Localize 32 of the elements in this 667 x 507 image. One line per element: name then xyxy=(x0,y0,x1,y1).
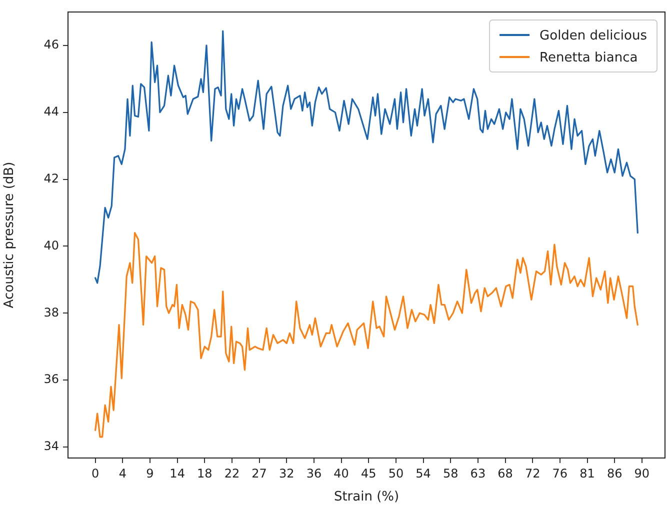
x-tick-label: 81 xyxy=(580,466,595,480)
x-tick-label: 54 xyxy=(416,466,431,480)
x-tick-label: 18 xyxy=(197,466,212,480)
y-axis-title: Acoustic pressure (dB) xyxy=(2,162,18,308)
x-tick-label: 0 xyxy=(92,466,100,480)
y-tick-label: 40 xyxy=(44,238,59,252)
x-tick-label: 27 xyxy=(252,466,267,480)
y-tick-label: 36 xyxy=(44,372,59,386)
x-tick-label: 9 xyxy=(146,466,154,480)
x-axis-title: Strain (%) xyxy=(334,490,400,505)
x-tick-label: 45 xyxy=(360,466,376,480)
x-tick-label: 40 xyxy=(334,466,349,480)
legend-label: Renetta bianca xyxy=(540,50,638,66)
x-tick-label: 86 xyxy=(606,466,622,480)
x-tick-label: 32 xyxy=(278,466,294,480)
y-tick-label: 44 xyxy=(44,104,59,118)
x-tick-label: 72 xyxy=(524,466,540,480)
x-tick-label: 50 xyxy=(388,466,404,480)
x-tick-label: 58 xyxy=(442,466,458,480)
x-tick-label: 76 xyxy=(552,466,568,480)
y-tick-label: 46 xyxy=(44,38,59,52)
y-tick-label: 34 xyxy=(44,439,59,454)
legend-label: Golden delicious xyxy=(540,28,648,44)
y-tick-label: 38 xyxy=(44,305,59,320)
x-tick-label: 4 xyxy=(118,466,126,480)
y-tick-label: 42 xyxy=(44,171,59,186)
x-tick-label: 36 xyxy=(306,466,322,480)
x-tick-label: 90 xyxy=(634,466,650,480)
x-tick-label: 68 xyxy=(498,466,513,480)
x-tick-label: 22 xyxy=(224,466,240,480)
x-tick-label: 14 xyxy=(170,466,185,480)
x-tick-label: 63 xyxy=(470,466,486,480)
